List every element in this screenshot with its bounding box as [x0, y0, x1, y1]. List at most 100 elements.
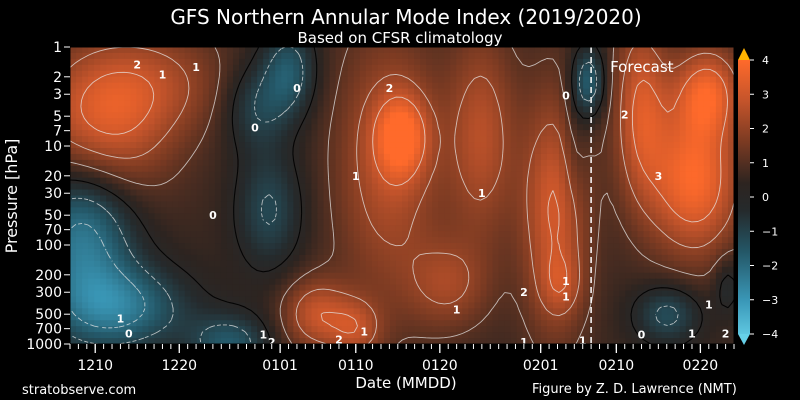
heatmap-cell — [136, 100, 144, 107]
heatmap-cell — [661, 219, 669, 226]
heatmap-cell — [335, 231, 343, 238]
heatmap-cell — [540, 296, 548, 304]
heatmap-cell — [202, 147, 210, 155]
heatmap-cell — [359, 195, 367, 203]
heatmap-cell — [697, 165, 705, 173]
heatmap-cell — [667, 82, 675, 90]
heatmap-cell — [498, 100, 506, 107]
heatmap-cell — [154, 225, 162, 232]
heatmap-cell — [269, 296, 276, 304]
heatmap-cell — [190, 47, 198, 54]
heatmap-cell — [709, 290, 717, 298]
heatmap-cell — [540, 76, 548, 84]
heatmap-cell — [709, 88, 717, 96]
heatmap-cell — [498, 266, 506, 274]
heatmap-cell — [607, 165, 614, 173]
heatmap-cell — [377, 94, 385, 102]
heatmap-cell — [619, 272, 626, 280]
heatmap-cell — [637, 248, 645, 256]
heatmap-cell — [558, 219, 566, 226]
heatmap-cell — [166, 94, 174, 102]
heatmap-cell — [655, 302, 663, 309]
heatmap-cell — [178, 130, 186, 137]
heatmap-cell — [408, 124, 415, 131]
heatmap-cell — [522, 171, 530, 179]
heatmap-cell — [299, 201, 307, 208]
heatmap-cell — [184, 94, 192, 102]
heatmap-cell — [353, 219, 361, 226]
heatmap-cell — [365, 118, 373, 125]
heatmap-cell — [619, 165, 626, 173]
heatmap-cell — [178, 58, 186, 66]
heatmap-cell — [371, 219, 379, 226]
heatmap-cell — [365, 207, 373, 214]
heatmap-cell — [564, 70, 572, 78]
heatmap-cell — [281, 195, 288, 203]
heatmap-cell — [643, 100, 651, 107]
heatmap-cell — [564, 213, 572, 220]
heatmap-cell — [329, 88, 337, 96]
heatmap-cell — [287, 266, 294, 274]
heatmap-cell — [239, 76, 246, 84]
heatmap-cell — [269, 159, 276, 167]
heatmap-cell — [202, 124, 210, 131]
heatmap-cell — [619, 64, 626, 72]
heatmap-cell — [408, 243, 415, 250]
heatmap-cell — [341, 225, 349, 232]
heatmap-cell — [377, 260, 385, 268]
heatmap-cell — [232, 266, 240, 274]
heatmap-cell — [691, 52, 699, 60]
heatmap-cell — [70, 207, 77, 214]
heatmap-cell — [70, 112, 77, 119]
heatmap-cell — [323, 272, 331, 280]
heatmap-cell — [287, 260, 294, 268]
heatmap-cell — [323, 237, 331, 244]
heatmap-cell — [492, 100, 500, 107]
heatmap-cell — [160, 130, 168, 137]
heatmap-cell — [311, 254, 319, 262]
heatmap-cell — [214, 308, 222, 315]
heatmap-cell — [311, 231, 319, 238]
heatmap-cell — [577, 195, 584, 203]
heatmap-cell — [721, 47, 729, 54]
heatmap-cell — [667, 47, 675, 54]
heatmap-cell — [498, 254, 506, 262]
heatmap-cell — [136, 219, 144, 226]
heatmap-cell — [245, 314, 252, 321]
heatmap-cell — [76, 302, 83, 309]
heatmap-cell — [546, 130, 554, 137]
heatmap-cell — [552, 177, 560, 185]
heatmap-cell — [178, 112, 186, 119]
heatmap-cell — [395, 254, 403, 262]
heatmap-cell — [263, 147, 270, 155]
heatmap-cell — [703, 225, 711, 232]
heatmap-cell — [601, 70, 608, 78]
heatmap-cell — [305, 159, 313, 167]
heatmap-cell — [444, 100, 451, 107]
heatmap-cell — [329, 124, 337, 131]
heatmap-cell — [715, 165, 723, 173]
heatmap-cell — [323, 284, 331, 292]
heatmap-cell — [311, 106, 319, 113]
heatmap-cell — [420, 237, 427, 244]
heatmap-cell — [148, 130, 156, 137]
heatmap-cell — [540, 153, 548, 161]
heatmap-cell — [329, 201, 337, 208]
heatmap-cell — [444, 64, 451, 72]
heatmap-cell — [408, 237, 415, 244]
heatmap-cell — [359, 88, 367, 96]
heatmap-cell — [365, 237, 373, 244]
heatmap-cell — [540, 147, 548, 155]
heatmap-cell — [709, 177, 717, 185]
heatmap-cell — [124, 272, 131, 280]
heatmap-cell — [643, 47, 651, 54]
heatmap-cell — [492, 94, 500, 102]
heatmap-cell — [269, 195, 276, 203]
heatmap-cell — [395, 142, 403, 149]
heatmap-cell — [142, 100, 150, 107]
heatmap-cell — [691, 142, 699, 149]
heatmap-cell — [124, 136, 131, 143]
heatmap-cell — [522, 237, 530, 244]
heatmap-cell — [432, 106, 439, 113]
heatmap-cell — [685, 189, 693, 197]
